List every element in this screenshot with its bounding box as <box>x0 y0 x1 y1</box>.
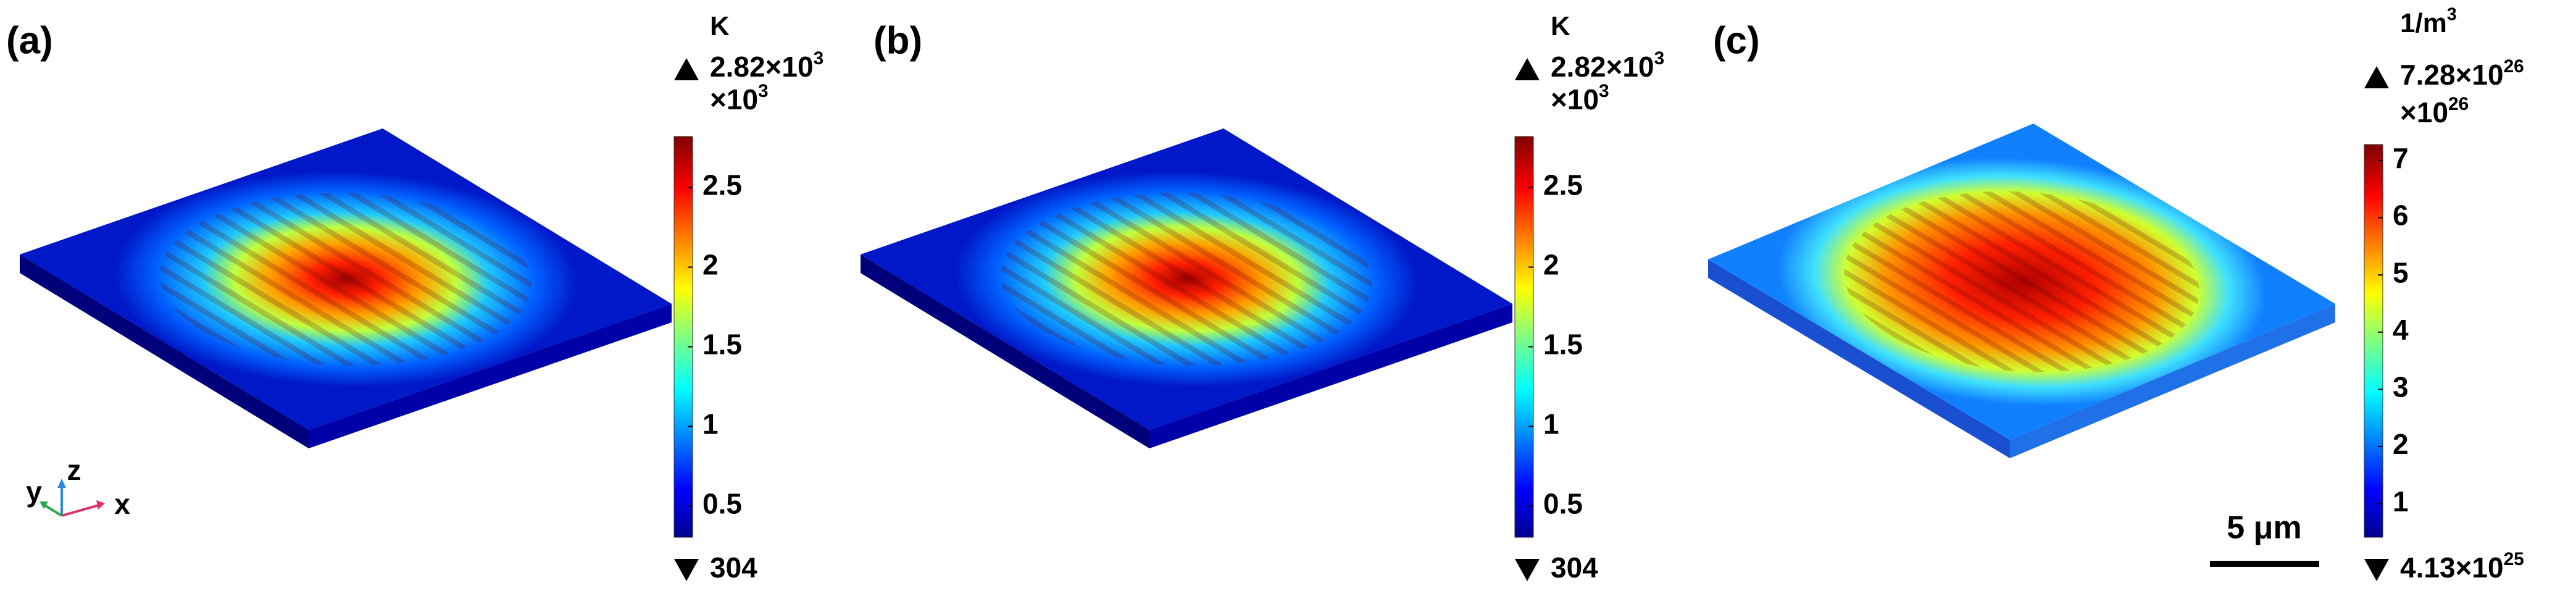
colorbar-unit-base: 1/m <box>2400 8 2447 38</box>
colorbar-tick-label: 1 <box>2393 485 2409 518</box>
colorbar-multiplier-exp: 3 <box>758 81 769 101</box>
slab-side <box>1708 259 2010 458</box>
colorbar-multiplier: ×103 <box>710 81 769 115</box>
colorbar-max-exp: 26 <box>2504 56 2524 77</box>
slab-side <box>2010 304 2335 458</box>
colorbar-multiplier-base: ×10 <box>710 83 758 115</box>
colorbar-min-base: 4.13×10 <box>2400 552 2504 584</box>
colorbar-multiplier-exp: 3 <box>1599 81 1609 101</box>
colorbar-tick-label: 2 <box>702 249 719 281</box>
panel-label: (a) <box>6 19 53 62</box>
heatmap <box>1708 124 2335 440</box>
colorbar-tick-label: 0.5 <box>1543 488 1583 520</box>
colorbar-max: 7.28×1026 <box>2400 56 2524 91</box>
colorbar-tick-label: 1.5 <box>702 329 742 361</box>
colorbar-max-base: 2.82×10 <box>710 51 814 83</box>
panel-label: (c) <box>1713 19 1760 62</box>
colorbar-min: 304 <box>710 552 757 584</box>
colorbar-tick-label: 2.5 <box>702 169 742 201</box>
colorbar-multiplier: ×1026 <box>2400 94 2469 128</box>
colorbar-min-base: 304 <box>710 552 757 584</box>
colorbar-multiplier-base: ×10 <box>2400 96 2448 128</box>
colorbar-min: 304 <box>1551 552 1598 584</box>
colorbar-tick-label: 2.5 <box>1543 169 1583 201</box>
colorbar-max-base: 2.82×10 <box>1551 51 1654 83</box>
min-marker <box>1515 559 1540 581</box>
interference-stripes <box>1844 191 2199 372</box>
colorbar-min-base: 304 <box>1551 552 1598 584</box>
max-marker <box>1515 58 1540 80</box>
colorbar-multiplier: ×103 <box>1551 81 1609 115</box>
colorbar <box>673 136 693 538</box>
colorbar-unit: K <box>1551 11 1570 41</box>
colorbar-min-exp: 25 <box>2504 549 2524 569</box>
colorbar-unit-exp: 3 <box>2447 4 2457 24</box>
colorbar-tick-label: 0.5 <box>702 488 742 520</box>
colorbar-max-exp: 3 <box>814 48 824 69</box>
colorbar-tick-label: 1.5 <box>1543 329 1583 361</box>
heatmap <box>20 128 672 430</box>
axis-label: x <box>114 488 130 520</box>
colorbar-tick-label: 1 <box>702 408 719 440</box>
interference-stripes <box>1001 193 1372 366</box>
colorbar-max-exp: 3 <box>1654 48 1665 69</box>
colorbar-tick-label: 1 <box>1543 408 1559 440</box>
axis-label: y <box>26 476 42 508</box>
min-marker <box>674 559 699 581</box>
colorbar-unit: K <box>710 11 730 41</box>
colorbar-tick-label: 5 <box>2393 256 2409 288</box>
axis-label: z <box>67 454 81 486</box>
colorbar-tick-label: 3 <box>2393 371 2409 403</box>
max-marker <box>674 58 699 80</box>
slab-side <box>20 254 309 448</box>
slab-side <box>1149 304 1512 448</box>
colorbar-tick-label: 4 <box>2393 314 2409 346</box>
colorbar-unit-base: K <box>710 11 730 41</box>
colorbar-min: 4.13×1025 <box>2400 549 2524 584</box>
colorbar-multiplier-exp: 26 <box>2448 94 2469 114</box>
colorbar-unit-base: K <box>1551 11 1570 41</box>
colorbar-max-base: 7.28×10 <box>2400 59 2504 91</box>
colorbar-multiplier-base: ×10 <box>1551 83 1599 115</box>
colorbar-unit: 1/m3 <box>2400 4 2457 38</box>
panel-label: (b) <box>873 19 922 62</box>
min-marker <box>2364 559 2389 581</box>
slab-side <box>861 254 1149 448</box>
heatmap <box>861 128 1512 430</box>
scale-bar-label: 5 μm <box>2227 510 2301 546</box>
axis-triad: y z x <box>26 454 130 520</box>
interference-stripes <box>160 193 531 366</box>
colorbar-tick-label: 6 <box>2393 199 2409 232</box>
colorbar-tick-label: 7 <box>2393 142 2409 174</box>
colorbar-tick-label: 2 <box>1543 249 1559 281</box>
colorbar <box>2364 144 2383 538</box>
colorbar-tick-label: 2 <box>2393 428 2409 460</box>
slab-side <box>309 304 672 448</box>
colorbar-max: 2.82×103 <box>710 48 823 83</box>
colorbar <box>1514 136 1534 538</box>
colorbar-max: 2.82×103 <box>1551 48 1664 83</box>
max-marker <box>2364 66 2389 88</box>
